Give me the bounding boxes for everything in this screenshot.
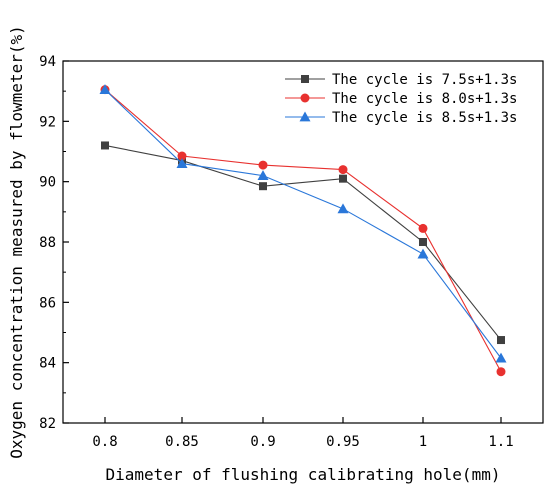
data-point [259,182,267,191]
data-point [101,141,109,150]
legend-label: The cycle is 8.0s+1.3s [332,91,517,107]
data-point [497,336,505,345]
x-tick-label: 0.9 [250,434,275,450]
y-tick-label: 94 [39,54,56,70]
data-point [176,158,188,168]
y-tick-label: 84 [39,356,56,372]
legend-marker [300,93,310,103]
data-point [257,170,269,181]
x-tick-label: 1.1 [488,434,513,450]
data-point [339,174,347,183]
x-tick-label: 0.95 [326,434,360,450]
data-point [177,151,187,161]
y-tick-label: 92 [39,114,56,130]
legend-label: The cycle is 8.5s+1.3s [332,110,517,126]
ticks: 82 84 86 88 90 92 94 0.8 0.85 0.9 0.95 1 1.1 [39,54,514,450]
series-line [104,144,502,341]
data-point [417,248,429,259]
legend-item: The cycle is 8.5s+1.3s [285,110,517,126]
series-layer [99,84,507,377]
x-tick-label: 1 [419,434,427,450]
y-tick-label: 86 [39,295,56,311]
series-line [104,89,502,372]
data-point [418,223,428,233]
legend-marker [301,75,309,83]
legend-item: The cycle is 7.5s+1.3s [285,72,517,88]
series-3 [99,84,507,363]
x-axis-title: Diameter of flushing calibrating hole(mm… [106,465,501,484]
legend-marker [299,111,311,122]
series-2 [100,85,506,377]
legend-label: The cycle is 7.5s+1.3s [332,72,517,88]
data-point [99,84,111,95]
data-point [338,165,348,175]
y-tick-label: 90 [39,175,56,191]
legend: The cycle is 7.5s+1.3s The cycle is 8.0s+… [285,72,517,126]
series-line [104,89,502,359]
y-tick-label: 88 [39,235,56,251]
data-point [258,160,268,170]
x-tick-label: 0.85 [165,434,199,450]
data-point [495,352,507,363]
y-axis-title: Oxygen concentration measured by flowmet… [7,25,26,458]
legend-item: The cycle is 8.0s+1.3s [285,91,517,107]
data-point [419,238,427,246]
x-tick-label: 0.8 [92,434,117,450]
y-tick-label: 82 [39,416,56,432]
data-point [337,203,349,214]
series-1 [101,141,505,345]
data-point [496,367,506,377]
